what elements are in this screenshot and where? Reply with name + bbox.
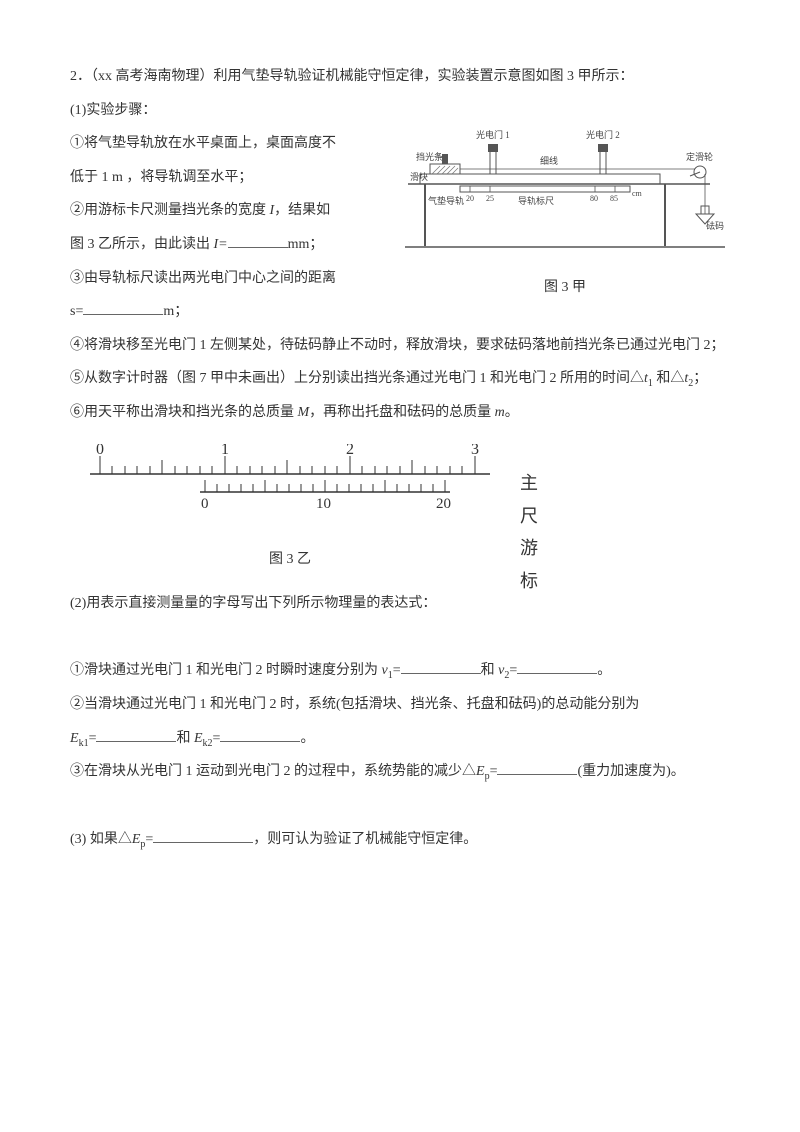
p2-1c-text: 。 xyxy=(597,663,611,678)
step-4: ④将滑块移至光电门 1 左侧某处，待砝码静止不动时，释放滑块，要求砝码落地前挡光… xyxy=(70,329,730,363)
var-Ek2s: k2 xyxy=(203,737,213,748)
tick-20: 20 xyxy=(466,194,474,203)
p2-1a-text: ①滑块通过光电门 1 和光电门 2 时瞬时速度分别为 xyxy=(70,663,382,678)
p3a-text: (3) 如果△ xyxy=(70,832,132,847)
diagram-caption: 图 3 甲 xyxy=(400,271,730,305)
step-3a: ③由导轨标尺读出两光电门中心之间的距离 xyxy=(70,262,370,296)
apparatus-diagram: 20 25 80 85 cm xyxy=(400,124,730,305)
p2-3a-text: ③在滑块从光电门 1 运动到光电门 2 的过程中，系统势能的减少△ xyxy=(70,764,476,779)
p3b-text: ，则可认为验证了机械能守恒定律。 xyxy=(253,832,477,847)
s5b-text: 和△ xyxy=(656,371,684,386)
step-2-line1: ②用游标卡尺测量挡光条的宽度 I，结果如 xyxy=(70,194,370,228)
s3c-text: m； xyxy=(163,304,188,319)
label-string: 细线 xyxy=(540,155,558,166)
var-m: m xyxy=(495,405,505,420)
step-2b-text: ，结果如 xyxy=(274,203,330,218)
part3: (3) 如果△Ep=，则可认为验证了机械能守恒定律。 xyxy=(70,823,730,857)
label-ruler: 导轨标尺 xyxy=(518,195,554,206)
s6c-text: 。 xyxy=(505,405,519,420)
step-2d-text: mm； xyxy=(288,237,324,252)
question-intro: 2．（xx 高考海南物理）利用气垫导轨验证机械能守恒定律，实验装置示意图如图 3… xyxy=(70,60,730,94)
label-airtrack: 气垫导轨 xyxy=(428,195,464,206)
label-slider: 滑块 xyxy=(410,171,428,182)
step-5: ⑤从数字计时器（图 7 甲中未画出）上分别读出挡光条通过光电门 1 和光电门 2… xyxy=(70,362,730,396)
var-Ek2: E xyxy=(194,731,203,746)
var-Ek1: E xyxy=(70,731,79,746)
p2-2b-text: 和 xyxy=(176,731,194,746)
p2-1b-text: 和 xyxy=(481,663,499,678)
vernier-num-10: 10 xyxy=(316,496,331,512)
tick-85: 85 xyxy=(610,194,618,203)
var-Ep: E xyxy=(476,764,485,779)
var-Ieq: I= xyxy=(214,237,228,252)
blank-v2 xyxy=(517,659,597,674)
cm-label: cm xyxy=(632,189,643,198)
var-M: M xyxy=(298,405,310,420)
var-t1s: 1 xyxy=(648,378,653,389)
s6a-text: ⑥用天平称出滑块和挡光条的总质量 xyxy=(70,405,298,420)
ruler-main-label: 主尺 xyxy=(520,467,538,532)
ruler-vernier-label: 游标 xyxy=(520,532,538,597)
step-2c-text: 图 3 乙所示，由此读出 xyxy=(70,237,214,252)
part2-1: ①滑块通过光电门 1 和光电门 2 时瞬时速度分别为 v1=和 v2=。 xyxy=(70,654,730,688)
main-num-0: 0 xyxy=(96,444,104,458)
p2-3b-text: (重力加速度为)。 xyxy=(577,764,684,779)
s3b-text: s= xyxy=(70,304,83,319)
step-1a: ①将气垫导轨放在水平桌面上，桌面高度不 xyxy=(70,127,370,161)
part2-2b: Ek1=和 Ek2=。 xyxy=(70,722,730,756)
blank-result xyxy=(153,828,253,843)
part2-2a: ②当滑块通过光电门 1 和光电门 2 时，系统(包括滑块、挡光条、托盘和砝码)的… xyxy=(70,688,730,722)
blank-s xyxy=(83,300,163,315)
tick-25: 25 xyxy=(486,194,494,203)
ruler-caption: 图 3 乙 xyxy=(70,543,510,577)
var-Ek1s: k1 xyxy=(79,737,89,748)
step-1b: 低于 1 m ，将导轨调至水平； xyxy=(70,161,370,195)
part2-header: (2)用表示直接测量量的字母写出下列所示物理量的表达式： xyxy=(70,587,730,621)
blank-Ep xyxy=(497,760,577,775)
blank-Ek1 xyxy=(96,727,176,742)
label-pulley: 定滑轮 xyxy=(686,151,713,162)
main-num-2: 2 xyxy=(346,444,354,458)
blank-I xyxy=(228,233,288,248)
step-2-line2: 图 3 乙所示，由此读出 I= mm； xyxy=(70,228,370,262)
main-num-3: 3 xyxy=(471,444,479,458)
var-Ep2s: p xyxy=(140,838,145,849)
blank-v1 xyxy=(401,659,481,674)
var-Eps: p xyxy=(485,771,490,782)
tick-80: 80 xyxy=(590,194,598,203)
part2-3: ③在滑块从光电门 1 运动到光电门 2 的过程中，系统势能的减少△Ep=(重力加… xyxy=(70,755,730,789)
main-num-1: 1 xyxy=(221,444,229,458)
step-2a-text: ②用游标卡尺测量挡光条的宽度 xyxy=(70,203,270,218)
p2-2c-text: 。 xyxy=(300,731,314,746)
s6b-text: ，再称出托盘和砝码的总质量 xyxy=(309,405,495,420)
vernier-num-20: 20 xyxy=(436,496,451,512)
s5a-text: ⑤从数字计时器（图 7 甲中未画出）上分别读出挡光条通过光电门 1 和光电门 2… xyxy=(70,371,644,386)
step-6: ⑥用天平称出滑块和挡光条的总质量 M，再称出托盘和砝码的总质量 m。 xyxy=(70,396,730,430)
s5c-text: ； xyxy=(693,371,707,386)
var-v2s: 2 xyxy=(504,670,509,681)
vernier-ruler-figure: 0 1 2 3 0 10 20 主尺 游标 xyxy=(70,444,510,577)
vernier-num-0: 0 xyxy=(201,496,209,512)
label-gate1: 光电门 1 xyxy=(476,129,510,140)
label-weight: 砝码 xyxy=(706,220,724,231)
blank-Ek2 xyxy=(220,727,300,742)
label-gate2: 光电门 2 xyxy=(586,129,620,140)
var-v1s: 1 xyxy=(388,670,393,681)
steps-header: (1)实验步骤： xyxy=(70,94,370,128)
